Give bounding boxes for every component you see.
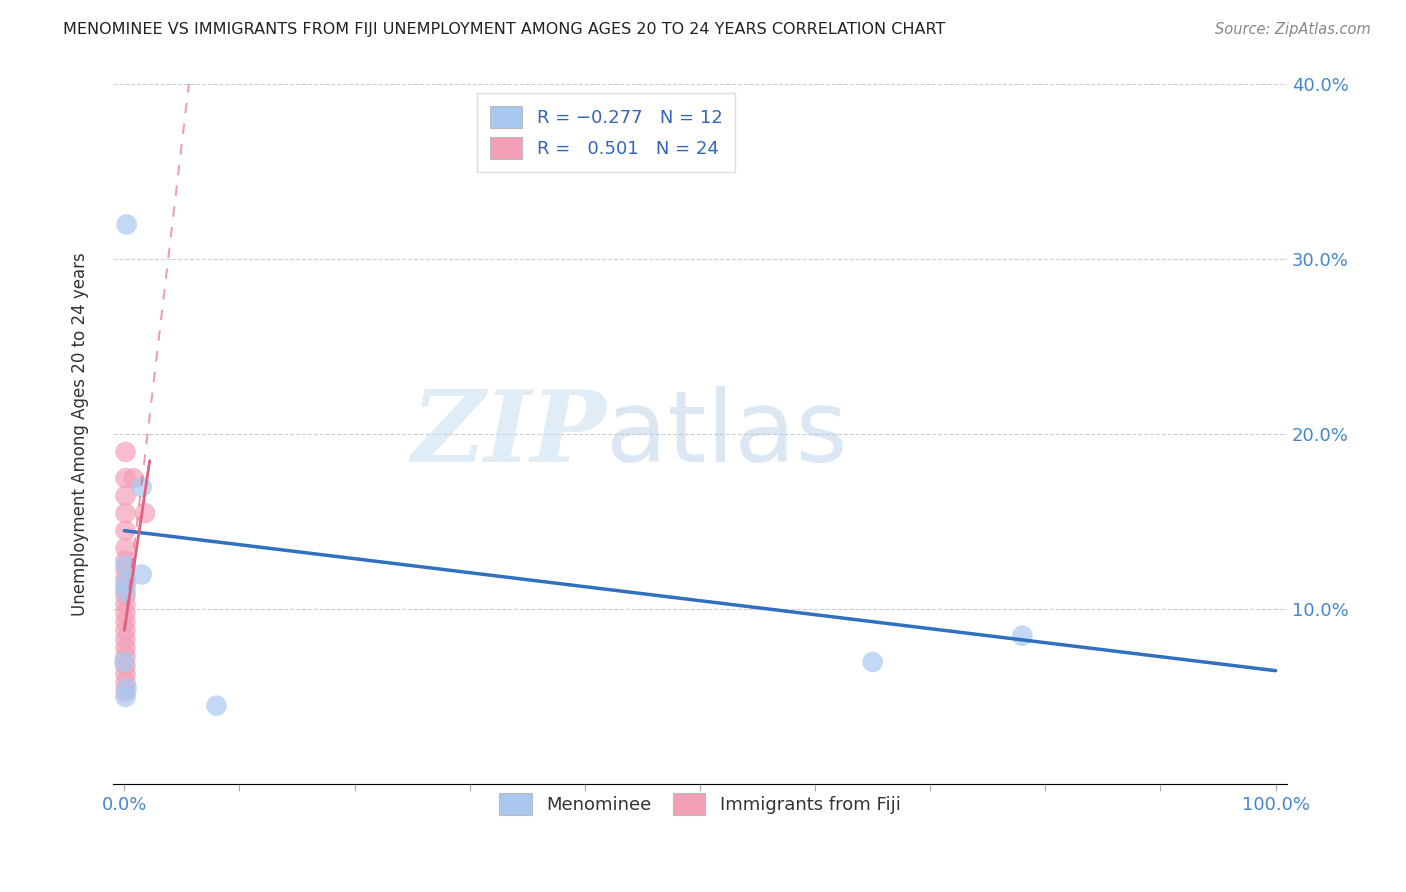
Point [114,649,136,664]
Point [114,562,136,576]
Point [114,558,136,573]
Point [114,489,136,503]
Text: atlas: atlas [606,386,848,483]
Point [114,606,136,620]
Point [131,480,153,494]
Text: MENOMINEE VS IMMIGRANTS FROM FIJI UNEMPLOYMENT AMONG AGES 20 TO 24 YEARS CORRELA: MENOMINEE VS IMMIGRANTS FROM FIJI UNEMPL… [63,22,946,37]
Legend: Menominee, Immigrants from Fiji: Menominee, Immigrants from Fiji [491,784,910,824]
Point [114,553,136,567]
Point [114,571,136,585]
Text: ZIP: ZIP [411,386,606,483]
Point [114,524,136,538]
Point [122,471,145,485]
Point [114,576,136,591]
Point [114,667,136,681]
Point [114,471,136,485]
Point [862,655,884,669]
Point [115,218,138,232]
Point [114,589,136,603]
Point [134,506,156,520]
Point [1011,629,1033,643]
Point [114,585,136,599]
Point [131,567,153,582]
Point [114,506,136,520]
Text: Source: ZipAtlas.com: Source: ZipAtlas.com [1215,22,1371,37]
Point [115,681,138,696]
Point [114,658,136,673]
Point [114,640,136,655]
Point [114,684,136,698]
Point [205,698,228,713]
Point [114,445,136,459]
Point [114,597,136,611]
Point [112,655,135,669]
Point [114,541,136,556]
Point [114,615,136,629]
Point [114,690,136,704]
Point [114,676,136,690]
Point [114,624,136,638]
Point [114,632,136,647]
Point [114,580,136,594]
Y-axis label: Unemployment Among Ages 20 to 24 years: Unemployment Among Ages 20 to 24 years [72,252,89,616]
